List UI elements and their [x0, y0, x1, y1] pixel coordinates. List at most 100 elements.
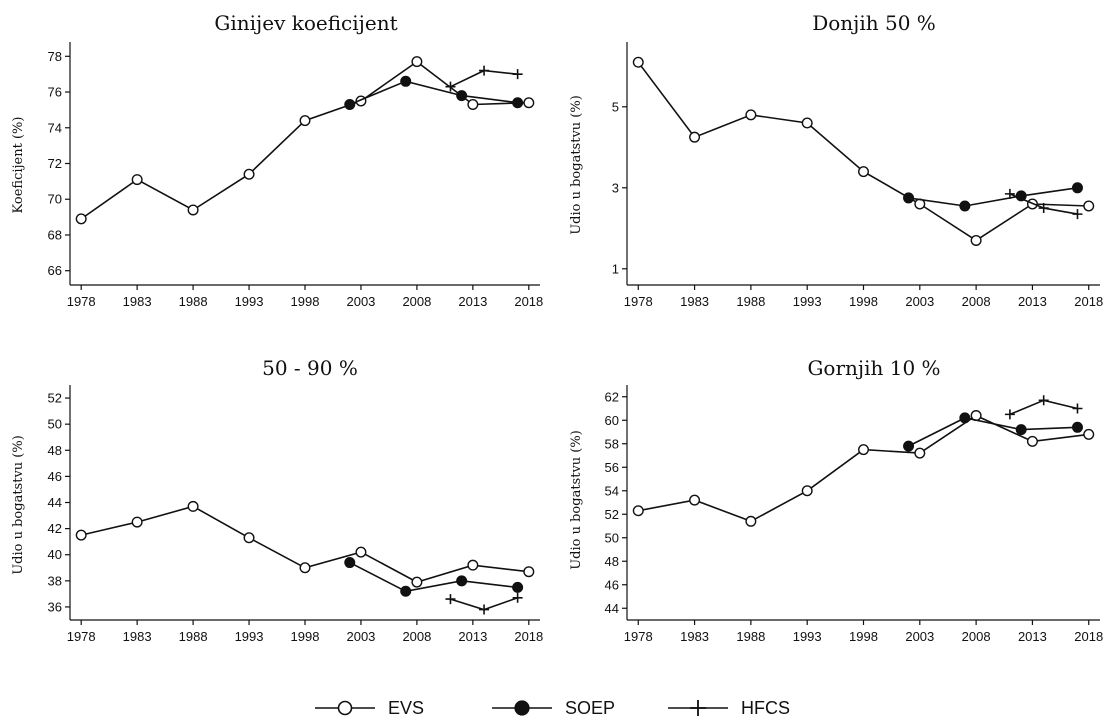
- data-point-hfcs: [512, 592, 523, 603]
- x-tick-label: 1998: [291, 294, 320, 309]
- data-point-soep: [959, 200, 971, 212]
- series-line-evs: [637, 61, 1089, 242]
- y-tick-label: 68: [48, 227, 62, 242]
- y-tick-label: 48: [48, 443, 62, 458]
- x-tick-label: 1988: [179, 629, 208, 644]
- y-tick-label: 72: [48, 156, 62, 171]
- x-tick-label: 2018: [514, 629, 543, 644]
- legend-label: EVS: [388, 698, 424, 718]
- data-point-evs: [1083, 428, 1095, 440]
- data-point-evs: [801, 117, 813, 129]
- x-tick-label: 1978: [624, 294, 653, 309]
- x-tick-label: 1983: [680, 294, 709, 309]
- y-tick-label: 5: [612, 99, 619, 114]
- y-tick-label: 36: [48, 599, 62, 614]
- data-point-evs: [689, 494, 701, 506]
- series-line-soep: [349, 80, 518, 106]
- x-tick-label: 2008: [402, 629, 431, 644]
- y-tick-label: 52: [48, 391, 62, 406]
- chart-title: Donjih 50 %: [812, 11, 936, 35]
- data-point-evs: [299, 115, 311, 127]
- data-point-evs: [467, 559, 479, 571]
- panel-gini: Ginijev koeficijent Koeficijent (%) 66 68…: [11, 11, 543, 309]
- data-point-evs: [914, 447, 926, 459]
- y-tick-label: 40: [48, 547, 62, 562]
- y-tick-label: 50: [48, 417, 62, 432]
- data-point-hfcs: [1038, 395, 1049, 406]
- x-tick-label: 1983: [123, 294, 152, 309]
- y-tick-label: 78: [48, 49, 62, 64]
- x-tick-label: 2018: [514, 294, 543, 309]
- data-point-evs: [355, 546, 367, 558]
- x-tick-label: 1993: [793, 629, 822, 644]
- data-point-hfcs: [445, 594, 456, 605]
- data-point-evs: [523, 97, 535, 109]
- data-point-evs: [632, 56, 644, 68]
- data-point-soep: [456, 90, 468, 102]
- x-tick-label: 2013: [1018, 629, 1047, 644]
- x-tick-label: 1978: [67, 629, 96, 644]
- data-point-evs: [523, 566, 535, 578]
- circle-filled-icon: [514, 700, 530, 716]
- data-point-hfcs: [1072, 403, 1083, 414]
- y-tick-label: 70: [48, 192, 62, 207]
- panel-50-90: 50 - 90 % Udio u bogatstvu (%) 36 38 40 42 4…: [11, 356, 543, 644]
- data-point-hfcs: [479, 65, 490, 76]
- x-tick-label: 2003: [346, 629, 375, 644]
- x-tick-label: 1978: [67, 294, 96, 309]
- data-point-hfcs: [1038, 203, 1049, 214]
- y-axis-label: Koeficijent (%): [11, 117, 26, 214]
- y-tick-label: 44: [605, 601, 619, 616]
- data-point-evs: [411, 56, 423, 68]
- circle-open-icon: [337, 700, 353, 716]
- data-point-hfcs: [479, 604, 490, 615]
- data-point-hfcs: [512, 69, 523, 80]
- y-tick-label: 62: [605, 389, 619, 404]
- y-tick-label: 54: [605, 483, 619, 498]
- data-point-evs: [299, 562, 311, 574]
- plus-icon: [690, 700, 706, 716]
- data-point-hfcs: [1072, 209, 1083, 220]
- data-point-evs: [970, 234, 982, 246]
- x-tick-label: 1993: [793, 294, 822, 309]
- x-tick-label: 2018: [1074, 294, 1103, 309]
- data-point-evs: [689, 131, 701, 143]
- data-point-evs: [411, 576, 423, 588]
- data-point-soep: [400, 585, 412, 597]
- series-line-soep: [908, 417, 1078, 447]
- x-tick-label: 2013: [458, 629, 487, 644]
- data-point-evs: [632, 505, 644, 517]
- x-tick-label: 1993: [235, 629, 264, 644]
- data-point-evs: [858, 444, 870, 456]
- x-tick-label: 1988: [736, 629, 765, 644]
- x-tick-label: 1983: [123, 629, 152, 644]
- data-point-soep: [400, 75, 412, 87]
- x-tick-label: 1998: [849, 294, 878, 309]
- x-tick-label: 1988: [179, 294, 208, 309]
- y-tick-label: 66: [48, 263, 62, 278]
- chart-title: Gornjih 10 %: [807, 356, 940, 380]
- y-axis-label: Udio u bogatstvu (%): [569, 95, 584, 235]
- series-line-soep: [908, 187, 1078, 207]
- x-tick-label: 2008: [962, 294, 991, 309]
- data-point-soep: [903, 440, 915, 452]
- y-tick-label: 46: [48, 469, 62, 484]
- data-point-evs: [1026, 435, 1038, 447]
- data-point-evs: [745, 515, 757, 527]
- legend-item-soep: SOEP: [492, 698, 615, 718]
- chart-title: 50 - 90 %: [262, 356, 358, 380]
- y-tick-label: 60: [605, 413, 619, 428]
- y-tick-label: 46: [605, 577, 619, 592]
- data-point-hfcs: [445, 81, 456, 92]
- x-tick-label: 2008: [402, 294, 431, 309]
- data-point-soep: [344, 99, 356, 111]
- data-point-soep: [344, 557, 356, 569]
- x-tick-label: 2018: [1074, 629, 1103, 644]
- y-tick-label: 74: [48, 120, 62, 135]
- legend-label: HFCS: [741, 698, 790, 718]
- x-tick-label: 1998: [849, 629, 878, 644]
- x-tick-label: 2003: [346, 294, 375, 309]
- series-line-evs: [80, 60, 529, 220]
- y-tick-label: 44: [48, 495, 62, 510]
- data-point-evs: [75, 529, 87, 541]
